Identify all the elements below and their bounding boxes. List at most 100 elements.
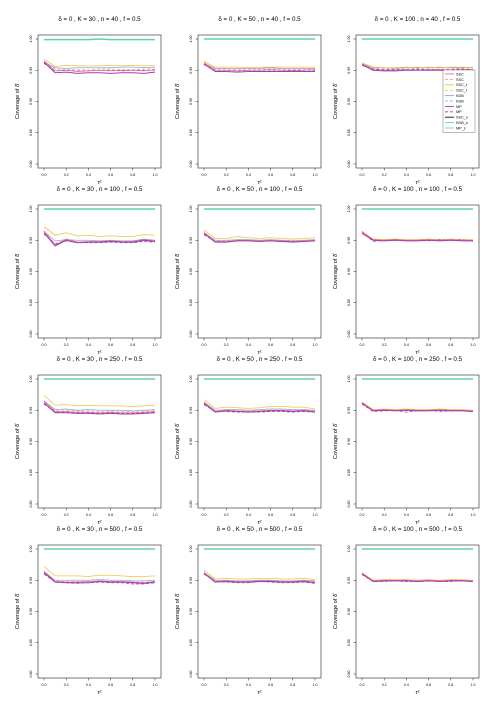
y-tick-label: 0.80 xyxy=(347,331,351,338)
y-tick-label: 0.85 xyxy=(189,129,193,136)
x-tick-label: 0.4 xyxy=(404,683,409,687)
legend-label: SSC xyxy=(456,78,464,82)
x-tick-label: 0.6 xyxy=(108,513,113,517)
y-tick-label: 0.95 xyxy=(29,407,33,414)
y-tick-label: 0.90 xyxy=(29,268,33,275)
x-tick-label: 1.0 xyxy=(153,173,158,177)
chart-panel: δ = 0 , K = 100 , n = 250 , f = 0.5 Cover… xyxy=(333,356,480,526)
x-axis-label: τ² xyxy=(97,520,101,526)
series-line-mp-d xyxy=(361,64,474,71)
chart-title: δ = 0 , K = 30 , n = 40 , f = 0.5 xyxy=(58,16,141,23)
y-tick-label: 0.95 xyxy=(347,67,351,74)
y-tick-label: 0.85 xyxy=(29,299,33,306)
series-line-kdb xyxy=(203,572,316,582)
legend-label: KDB_s xyxy=(456,121,468,125)
series-line-mp xyxy=(43,61,156,74)
x-tick-label: 0.6 xyxy=(426,173,431,177)
legend-label: KDB xyxy=(456,99,464,103)
x-tick-label: 0.4 xyxy=(404,343,409,347)
y-tick-label: 1.00 xyxy=(347,36,351,43)
x-tick-label: 0.6 xyxy=(108,173,113,177)
plot-frame xyxy=(37,374,162,509)
x-tick-label: 0.8 xyxy=(130,343,135,347)
series-line-ssc-t xyxy=(361,572,474,581)
y-tick-label: 1.00 xyxy=(189,376,193,383)
chart-title: δ = 0 , K = 30 , n = 250 , f = 0.5 xyxy=(57,356,143,363)
y-tick-label: 0.95 xyxy=(29,67,33,74)
x-axis-label: τ² xyxy=(415,350,419,356)
x-tick-label: 0.4 xyxy=(404,513,409,517)
x-tick-label: 0.0 xyxy=(360,343,365,347)
y-tick-label: 0.95 xyxy=(189,577,193,584)
series-line-mp xyxy=(361,402,474,412)
series-line-ssc xyxy=(43,60,156,72)
y-tick-label: 0.80 xyxy=(347,671,351,678)
series-line-ssc xyxy=(43,571,156,584)
series-line-kdb xyxy=(43,571,156,582)
x-tick-label: 0.0 xyxy=(202,173,207,177)
plot-frame xyxy=(37,34,162,169)
legend-label: MP_s xyxy=(456,126,466,130)
y-tick-label: 0.95 xyxy=(189,67,193,74)
series-line-ssc-d xyxy=(43,401,156,412)
x-tick-label: 0.4 xyxy=(404,173,409,177)
plot-frame xyxy=(197,34,322,169)
series-line-kdb xyxy=(43,231,156,242)
series-line-ssc-t xyxy=(361,231,473,241)
y-tick-label: 0.90 xyxy=(29,438,33,445)
y-tick-label: 0.80 xyxy=(29,331,33,338)
x-axis-label: τ² xyxy=(97,180,101,186)
x-tick-label: 0.2 xyxy=(224,343,229,347)
y-axis-label: Coverage of δ̂ xyxy=(15,83,21,119)
x-tick-label: 0.0 xyxy=(42,513,47,517)
x-tick-label: 1.0 xyxy=(313,513,318,517)
chart-title: δ = 0 , K = 100 , n = 100 , f = 0.5 xyxy=(373,186,463,193)
y-tick-label: 1.00 xyxy=(29,376,33,383)
x-tick-label: 0.6 xyxy=(108,343,113,347)
x-axis-label: τ² xyxy=(257,690,261,696)
x-tick-label: 0.0 xyxy=(42,343,47,347)
x-tick-label: 0.2 xyxy=(224,683,229,687)
y-tick-label: 0.85 xyxy=(189,299,193,306)
x-tick-label: 1.0 xyxy=(313,683,318,687)
x-tick-label: 0.0 xyxy=(42,173,47,177)
chart-panel: δ = 0 , K = 100 , n = 40 , f = 0.5 Covera… xyxy=(333,16,480,186)
series-line-mp xyxy=(203,63,315,73)
series-line-mp xyxy=(203,572,316,584)
x-tick-label: 0.8 xyxy=(448,343,453,347)
y-axis-label: Coverage of δ̂ xyxy=(333,253,339,289)
chart-title: δ = 0 , K = 30 , n = 100 , f = 0.5 xyxy=(57,186,143,193)
y-tick-label: 1.00 xyxy=(29,546,33,553)
x-tick-label: 0.0 xyxy=(360,173,365,177)
series-line-kdb xyxy=(203,63,315,69)
y-tick-label: 0.85 xyxy=(189,469,193,476)
chart-panel: δ = 0 , K = 30 , n = 100 , f = 0.5 Covera… xyxy=(15,186,162,356)
x-tick-label: 0.2 xyxy=(224,173,229,177)
y-tick-label: 0.95 xyxy=(29,237,33,244)
y-tick-label: 0.90 xyxy=(29,608,33,615)
chart-panel: δ = 0 , K = 30 , n = 250 , f = 0.5 Covera… xyxy=(15,356,162,526)
x-tick-label: 0.2 xyxy=(382,173,387,177)
x-tick-label: 0.0 xyxy=(202,683,207,687)
x-tick-label: 0.0 xyxy=(202,343,207,347)
plot-frame xyxy=(197,544,322,679)
x-tick-label: 1.0 xyxy=(153,343,158,347)
y-tick-label: 0.90 xyxy=(347,608,351,615)
legend-label: MP xyxy=(456,110,462,114)
legend-label: SSC_t xyxy=(456,83,468,87)
chart-title: δ = 0 , K = 100 , n = 40 , f = 0.5 xyxy=(375,16,461,23)
series-line-kdb xyxy=(43,400,156,412)
series-line-mp xyxy=(361,232,473,242)
series-line-mp xyxy=(43,572,156,584)
chart-panel: δ = 0 , K = 100 , n = 100 , f = 0.5 Cover… xyxy=(333,186,480,356)
series-line-ssc xyxy=(203,402,316,412)
y-axis-label: Coverage of δ̂ xyxy=(15,423,21,459)
x-tick-label: 0.6 xyxy=(426,343,431,347)
chart-panel: δ = 0 , K = 50 , n = 250 , f = 0.5 Covera… xyxy=(175,356,322,526)
y-tick-label: 0.80 xyxy=(347,161,351,168)
series-line-ssc xyxy=(361,402,474,412)
y-tick-label: 1.00 xyxy=(347,546,351,553)
chart-panel: δ = 0 , K = 30 , n = 500 , f = 0.5 Covera… xyxy=(15,526,162,696)
y-tick-label: 0.95 xyxy=(347,237,351,244)
series-line-ssc-t xyxy=(361,62,474,69)
